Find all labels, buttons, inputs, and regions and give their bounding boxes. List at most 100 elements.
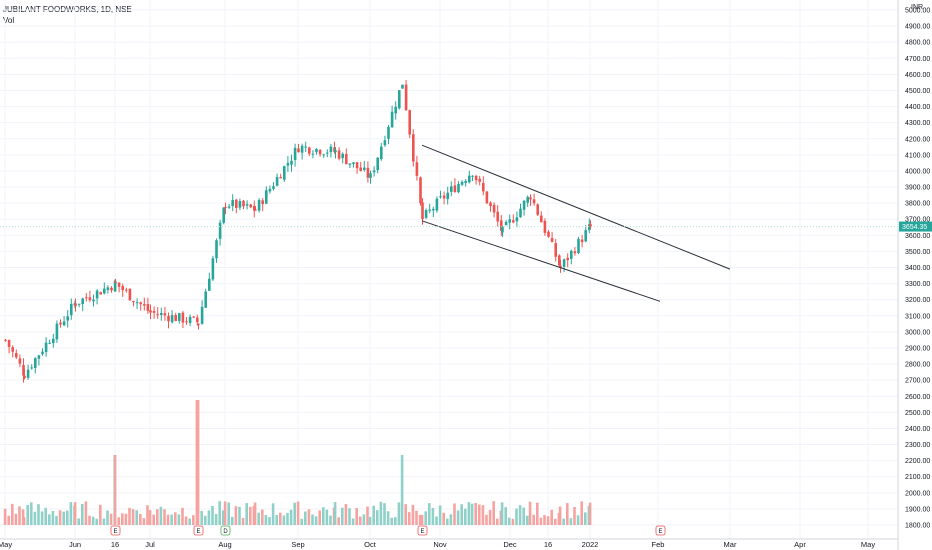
candle-body bbox=[218, 222, 222, 239]
price-scale[interactable]: 5000.00 4900.00 4800.00 4700.00 4600.00 4500.… bbox=[899, 4, 932, 530]
price-tick-label: 4900.00 bbox=[905, 24, 930, 31]
candle-body bbox=[139, 302, 142, 305]
event-marker[interactable]: E bbox=[417, 525, 428, 536]
price-tick-label: 2600.00 bbox=[905, 394, 930, 401]
volume-bar bbox=[3, 508, 7, 525]
candle-body bbox=[457, 183, 460, 193]
candle-body bbox=[442, 195, 446, 199]
volume-bar bbox=[222, 510, 225, 525]
volume-bar bbox=[109, 513, 113, 525]
volume-bar bbox=[159, 506, 163, 525]
volume-bar bbox=[366, 506, 369, 525]
candle-body bbox=[52, 338, 55, 344]
candle-body bbox=[59, 322, 62, 325]
candle-body bbox=[485, 191, 489, 204]
volume-bar bbox=[307, 509, 311, 525]
candle-body bbox=[540, 215, 543, 223]
volume-bar bbox=[569, 518, 573, 525]
candle-body bbox=[227, 206, 231, 208]
price-tick-label: 4700.00 bbox=[905, 56, 930, 63]
volume-bar bbox=[481, 505, 485, 525]
candle-body bbox=[529, 197, 532, 200]
candle-body bbox=[334, 150, 337, 153]
volume-bar bbox=[223, 501, 227, 525]
candle-body bbox=[283, 166, 286, 180]
price-tick-label: 2000.00 bbox=[905, 490, 930, 497]
volume-bar bbox=[40, 511, 44, 525]
time-tick-label: Apr bbox=[794, 540, 806, 549]
volume-bar bbox=[372, 505, 375, 525]
volume-bar bbox=[411, 504, 415, 525]
candle-body bbox=[30, 367, 33, 369]
candle-body bbox=[315, 148, 318, 153]
volume-bar bbox=[152, 514, 155, 525]
candle-body bbox=[536, 204, 539, 215]
candle-body bbox=[519, 208, 522, 218]
volume-bar bbox=[26, 504, 29, 525]
volume-bar bbox=[238, 506, 241, 525]
volume-bar bbox=[156, 509, 159, 525]
candle-body bbox=[181, 312, 185, 323]
volume-bar bbox=[504, 507, 507, 525]
volume-bar bbox=[518, 505, 522, 525]
price-tick-label: 5000.00 bbox=[905, 8, 930, 15]
volume-bar bbox=[318, 510, 321, 525]
event-marker[interactable]: E bbox=[110, 525, 121, 536]
candle-body bbox=[48, 342, 51, 344]
candle-body bbox=[208, 278, 211, 291]
volume-bar bbox=[431, 508, 435, 525]
volume-bar bbox=[528, 501, 532, 525]
volume-bar bbox=[62, 511, 65, 525]
volume-bar bbox=[91, 516, 95, 525]
event-marker[interactable]: D bbox=[220, 525, 231, 536]
volume-bar bbox=[435, 516, 438, 525]
volume-bar bbox=[300, 518, 303, 525]
candle-body bbox=[178, 313, 181, 321]
candle-body bbox=[222, 207, 225, 223]
price-tick-label: 2900.00 bbox=[905, 345, 930, 352]
candle-body bbox=[215, 240, 218, 259]
volume-legend[interactable]: Vol bbox=[3, 16, 15, 25]
volume-bar bbox=[536, 502, 539, 525]
candle-body bbox=[128, 288, 132, 301]
volume-bar bbox=[588, 502, 592, 525]
volume-bar bbox=[404, 504, 407, 525]
candle-body bbox=[254, 209, 257, 211]
event-marker-label: D bbox=[223, 529, 228, 535]
candle-body bbox=[419, 177, 422, 204]
volume-bar bbox=[184, 516, 188, 525]
volume-bar bbox=[33, 511, 37, 525]
volume-bar bbox=[253, 502, 257, 525]
volume-bar bbox=[390, 517, 393, 525]
candle-body bbox=[26, 369, 30, 378]
volume-bar bbox=[51, 510, 55, 525]
candle-body bbox=[41, 351, 44, 355]
volume-bar bbox=[496, 518, 499, 525]
candle-body bbox=[18, 358, 22, 364]
time-scale[interactable]: May Jun 16 Jul Aug Sep Oct Nov Dec 16 2022 Feb Mar Ap… bbox=[0, 540, 875, 549]
candle-body bbox=[474, 175, 478, 181]
candle-body bbox=[550, 238, 554, 242]
time-tick-label: 16 bbox=[111, 540, 119, 549]
candle-body bbox=[318, 149, 322, 155]
trendlines[interactable] bbox=[0, 144, 898, 302]
price-tick-label: 4100.00 bbox=[905, 152, 930, 159]
volume-bar bbox=[383, 503, 386, 525]
event-marker-label: E bbox=[658, 529, 662, 535]
candle-body bbox=[265, 190, 268, 204]
candle-body bbox=[439, 196, 442, 198]
candle-body bbox=[501, 226, 504, 233]
event-marker[interactable]: E bbox=[193, 525, 204, 536]
candle-body bbox=[188, 316, 192, 324]
candle-body bbox=[92, 299, 95, 302]
price-tick-label: 4600.00 bbox=[905, 72, 930, 79]
volume-bar bbox=[376, 510, 379, 525]
volume-bar bbox=[99, 504, 102, 525]
event-marker[interactable]: E bbox=[655, 525, 666, 536]
candle-body bbox=[468, 175, 471, 183]
candle-body bbox=[200, 306, 204, 324]
candle-body bbox=[62, 321, 66, 326]
volume-bar bbox=[580, 501, 583, 525]
